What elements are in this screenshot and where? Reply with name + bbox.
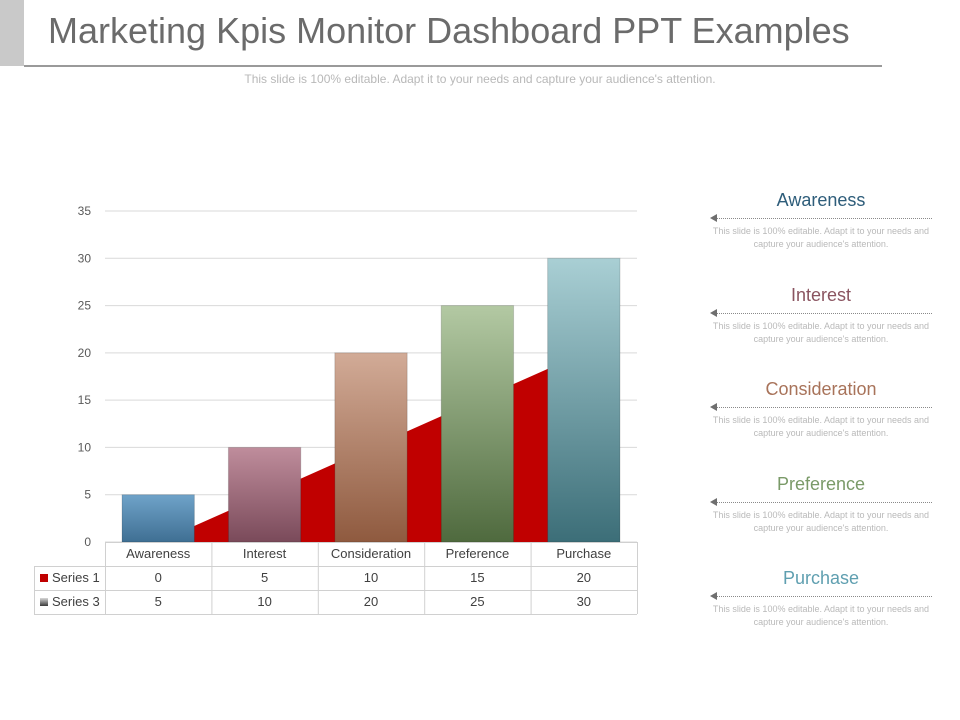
title-accent-bar: [0, 0, 24, 66]
sidebar-item-description: This slide is 100% editable. Adapt it to…: [712, 604, 930, 627]
y-tick-label: 20: [78, 346, 92, 360]
sidebar-item-purchase: Purchase This slide is 100% editable. Ad…: [708, 566, 934, 629]
sidebar-item-title: Interest: [790, 285, 852, 305]
sidebar-item-pointer: [708, 402, 934, 414]
sidebar-item-description: This slide is 100% editable. Adapt it to…: [712, 510, 930, 533]
sidebar-item-pointer: [708, 591, 934, 603]
sidebar-item-awareness: Awareness This slide is 100% editable. A…: [708, 188, 934, 251]
y-tick-label: 15: [78, 393, 92, 407]
table-cell-value: 15: [470, 570, 484, 585]
sidebar-item-description: This slide is 100% editable. Adapt it to…: [712, 415, 930, 438]
page-title: Marketing Kpis Monitor Dashboard PPT Exa…: [48, 10, 850, 51]
arrow-left-icon: [710, 309, 717, 317]
y-tick-label: 25: [78, 299, 92, 313]
sidebar-item-title: Purchase: [782, 568, 860, 588]
bar-consideration: [334, 352, 408, 543]
sidebar-item-pointer: [708, 497, 934, 509]
page-subtitle: This slide is 100% editable. Adapt it to…: [244, 72, 716, 86]
x-category-label: Consideration: [331, 546, 411, 561]
table-cell-value: 0: [155, 570, 162, 585]
table-cell-value: 30: [577, 594, 591, 609]
sidebar-item-description: This slide is 100% editable. Adapt it to…: [712, 226, 930, 249]
sidebar-item-description: This slide is 100% editable. Adapt it to…: [712, 321, 930, 344]
bar-purchase: [547, 257, 621, 543]
sidebar-item-consideration: Consideration This slide is 100% editabl…: [708, 377, 934, 440]
y-tick-label: 5: [84, 488, 91, 502]
arrow-left-icon: [710, 498, 717, 506]
table-cell-value: 25: [470, 594, 484, 609]
y-tick-label: 0: [84, 535, 91, 549]
table-cell-value: 10: [257, 594, 271, 609]
table-cell-value: 20: [577, 570, 591, 585]
sidebar-item-title: Awareness: [776, 190, 866, 210]
arrow-left-icon: [710, 403, 717, 411]
y-tick-label: 30: [78, 251, 92, 265]
kpi-chart: 0 5 10 15 20 25 30 35 Awareness Interest Considera…: [34, 204, 638, 615]
y-tick-label: 35: [78, 204, 92, 218]
x-category-label: Purchase: [556, 546, 611, 561]
sidebar-item-pointer: [708, 213, 934, 225]
legend-key-series-1: [40, 574, 48, 582]
sidebar-item-preference: Preference This slide is 100% editable. …: [708, 472, 934, 535]
x-category-label: Interest: [243, 546, 287, 561]
sidebar-item-title: Consideration: [765, 379, 877, 399]
x-category-label: Awareness: [126, 546, 191, 561]
table-cell-value: 10: [364, 570, 378, 585]
bar-awareness: [121, 494, 195, 543]
table-cell-value: 20: [364, 594, 378, 609]
legend-key-series-3: [40, 598, 48, 606]
arrow-left-icon: [710, 214, 717, 222]
table-cell-value: 5: [261, 570, 268, 585]
table-cell-value: 5: [155, 594, 162, 609]
bar-preference: [440, 305, 515, 543]
title-divider: [24, 65, 882, 67]
y-tick-label: 10: [78, 440, 92, 454]
table-series-name: Series 1: [52, 570, 100, 585]
bar-interest: [227, 446, 302, 543]
sidebar-item-title: Preference: [776, 474, 866, 494]
x-category-label: Preference: [446, 546, 510, 561]
sidebar-item-interest: Interest This slide is 100% editable. Ad…: [708, 283, 934, 346]
sidebar-item-pointer: [708, 308, 934, 320]
table-series-name: Series 3: [52, 594, 100, 609]
arrow-left-icon: [710, 592, 717, 600]
